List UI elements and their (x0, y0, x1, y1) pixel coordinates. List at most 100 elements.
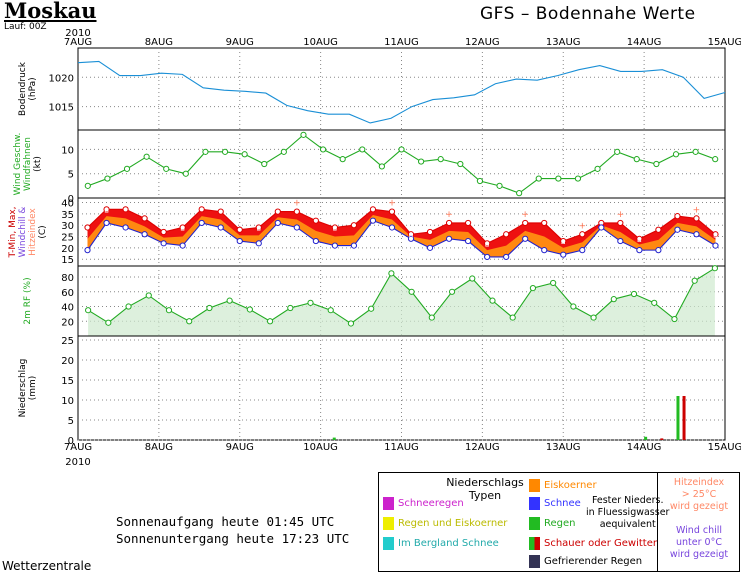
fester-niederschlag-note: Fester Nieders. in Fluessigwasser aequiv… (586, 495, 669, 531)
y-tick-label: 40 (61, 199, 74, 210)
data-point-wind (123, 165, 131, 172)
tmax-marker: ⌂ (485, 240, 489, 248)
data-point-wind (574, 175, 582, 182)
data-point-humidity (125, 303, 132, 310)
data-point-humidity (448, 288, 456, 295)
data-point-wind (359, 146, 366, 153)
source-label: Wetterzentrale (2, 559, 92, 573)
data-point-wind (476, 177, 484, 185)
legend-label: Gefrierender Regen (544, 556, 643, 567)
data-point-temperature (198, 206, 205, 213)
legend-item-schneeregen: Schneeregen (383, 497, 464, 510)
data-point-temperature (179, 224, 186, 231)
hitzeindex-mark: + (693, 205, 701, 215)
legend-title: Niederschlags (446, 476, 524, 489)
data-point-wind (378, 163, 385, 170)
chart-subtitle: GFS – Bodennahe Werte (480, 4, 696, 24)
precip-bar (676, 396, 680, 440)
legend-swatch (383, 517, 394, 530)
y-tick-label: 60 (61, 288, 74, 299)
note-line: unter 0°C (676, 537, 722, 548)
data-point-humidity (711, 265, 718, 272)
data-point-temperature (484, 240, 491, 247)
x-tick-label-top: 9AUG (226, 37, 254, 48)
x-tick-label-bottom: 9AUG (226, 442, 254, 453)
legend-label: Schneeregen (398, 498, 464, 509)
data-point-humidity (570, 303, 577, 310)
tmax-marker: ⌂ (409, 231, 413, 239)
data-point-humidity (307, 299, 314, 306)
y-tick-label: 5 (68, 170, 74, 181)
data-point-temperature (293, 224, 300, 231)
y-tick-label: 30 (61, 221, 74, 232)
data-point-temperature (617, 219, 624, 227)
y-tick-label: 80 (61, 273, 74, 284)
data-point-temperature (636, 247, 643, 254)
data-point-temperature (293, 208, 300, 215)
legend-swatch (383, 497, 394, 510)
data-point-humidity (105, 319, 112, 326)
y-axis-label: Bodendruck (18, 61, 28, 116)
data-point-temperature (255, 240, 262, 247)
data-point-humidity (327, 307, 334, 314)
hitzeindex-mark: + (579, 221, 587, 231)
data-point-temperature (217, 224, 224, 231)
hitzeindex-mark: + (388, 199, 396, 209)
y-tick-label: 10 (61, 396, 74, 407)
year-label-top: 2010 (65, 28, 90, 39)
hitzeindex-mark: + (521, 210, 529, 220)
data-point-wind (221, 148, 229, 155)
data-point-wind (653, 160, 660, 168)
data-point-wind (84, 182, 91, 189)
data-point-wind (261, 160, 268, 168)
note-line: Wind chill (675, 525, 723, 536)
x-tick-label-bottom: 10AUG (303, 442, 338, 453)
data-point-wind (280, 148, 287, 155)
data-point-temperature (331, 242, 338, 249)
data-point-humidity (651, 299, 658, 306)
x-tick-label-bottom: 13AUG (546, 442, 581, 453)
data-point-humidity (165, 307, 173, 314)
precip-bar (682, 396, 686, 440)
data-point-temperature (179, 242, 186, 249)
data-point-temperature (445, 235, 453, 242)
data-point-temperature (350, 242, 358, 249)
note-line: wird gezeigt (669, 549, 729, 560)
data-point-humidity (529, 285, 537, 292)
data-point-temperature (693, 231, 700, 238)
x-tick-label-top: 15AUG (708, 37, 741, 48)
y-tick-label: 5 (68, 416, 74, 427)
data-point-temperature (465, 219, 472, 227)
legend-title-2: Typen (468, 489, 502, 502)
data-point-humidity (266, 318, 274, 325)
tmax-marker: ⌂ (104, 206, 108, 214)
legend-swatch (529, 555, 540, 568)
data-point-temperature (674, 226, 681, 233)
windchill-note: Wind chill unter 0°C wird gezeigt (659, 525, 739, 561)
data-point-humidity (145, 292, 152, 299)
data-point-temperature (503, 231, 510, 238)
precip-bar (660, 438, 664, 440)
y-tick-label: 10 (61, 145, 74, 156)
data-point-humidity (691, 277, 698, 284)
data-point-wind (418, 158, 425, 165)
precip-bar (644, 436, 648, 440)
legend-label: Eiskoerner (544, 480, 597, 491)
location-title: Moskau (4, 0, 97, 23)
data-point-temperature (484, 253, 491, 261)
data-point-temperature (407, 235, 415, 242)
x-tick-label-top: 12AUG (465, 37, 500, 48)
data-point-humidity (610, 296, 617, 303)
y-tick-label: 1015 (49, 103, 74, 114)
x-tick-label-bottom: 7AUG (64, 442, 92, 453)
data-point-temperature (217, 208, 224, 215)
data-point-wind (182, 170, 189, 177)
tmax-marker: ⌂ (180, 224, 184, 232)
series-line-wind (87, 134, 716, 194)
data-point-wind (457, 160, 464, 168)
data-point-temperature (560, 251, 567, 258)
note-line: Hitzeindex (673, 477, 725, 488)
note-line: in Fluessigwasser (586, 507, 670, 518)
y-tick-label: 20 (61, 317, 74, 328)
